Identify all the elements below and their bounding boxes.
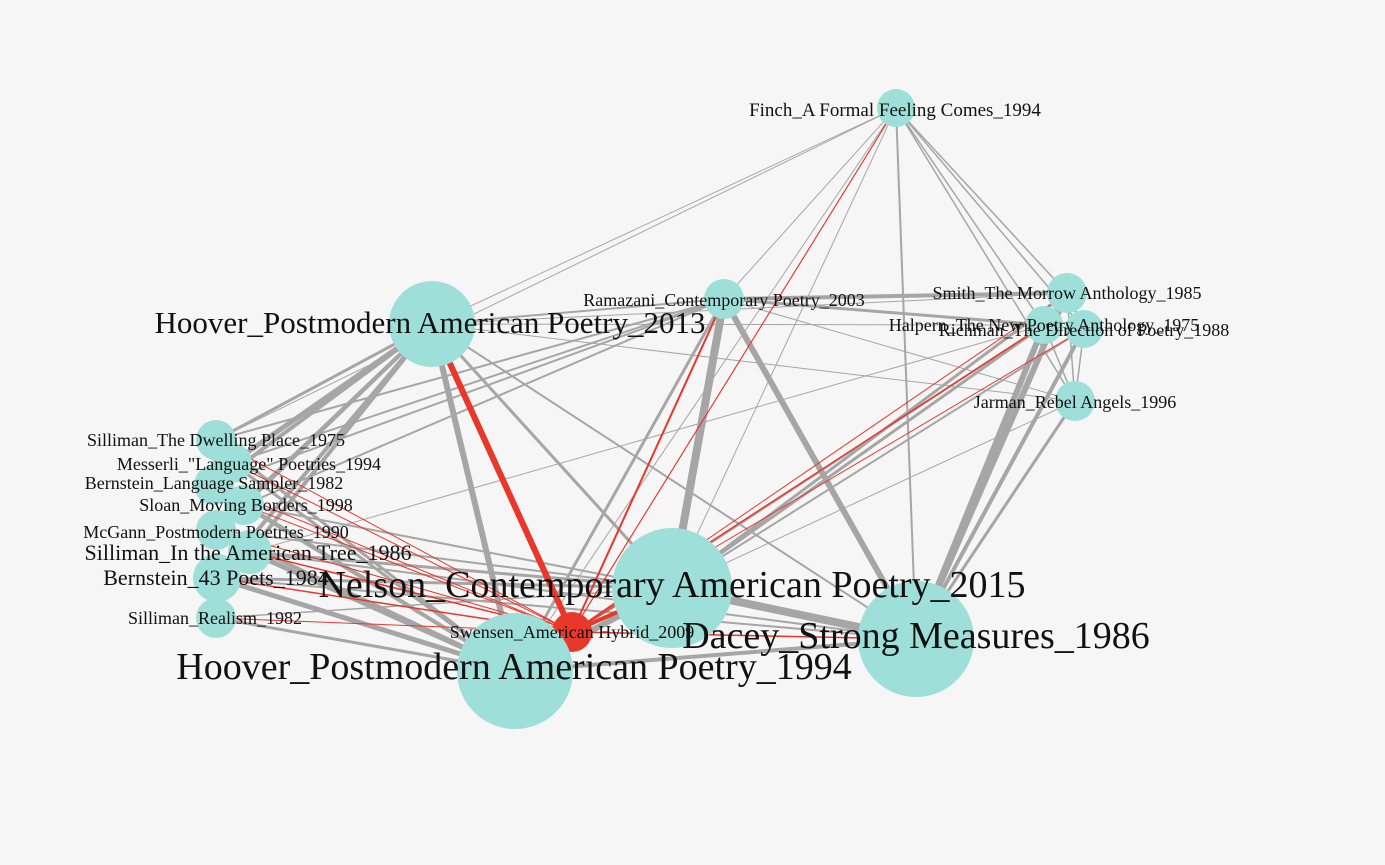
node-label-ramazani-2003: Ramazani_Contemporary Poetry_2003 [583,290,864,310]
edge-swensen-2009-messerli-1994 [231,462,573,633]
edge-halpern-1975-silliman-1986 [249,324,1045,553]
edge-swensen-2009-bernstein-1982 [213,484,573,633]
nodes-layer [193,89,1103,729]
edge-finch-1994-hoover-2013 [431,107,897,325]
node-label-nelson-2015: Nelson_Contemporary American Poetry_2015 [318,564,1025,606]
node-ramazani-2003[interactable] [704,279,744,319]
node-hoover-2013[interactable] [389,281,475,367]
node-halpern-1975[interactable] [1025,306,1063,344]
edge-smith-1985-nelson-2015 [670,291,1069,590]
node-label-smith-1985: Smith_The Morrow Anthology_1985 [933,283,1202,303]
node-finch-1994[interactable] [877,89,915,127]
edge-nelson-2015-sloan-1998 [243,504,673,589]
labels-layer: Finch_A Formal Feeling Comes_1994 Ramazan… [83,100,1229,688]
node-label-bernstein-1982: Bernstein_Language Sampler_1982 [85,473,343,493]
edge-dacey-1986-silliman-1986 [249,551,917,640]
node-label-finch-1994: Finch_A Formal Feeling Comes_1994 [749,100,1041,121]
edge-finch-1994-dacey-1986 [895,107,917,640]
node-label-messerli-1994: Messerli_"Language" Poetries_1994 [117,454,381,474]
node-sloan-1998[interactable] [224,485,264,525]
edge-finch-1994-smith-1985 [895,107,1068,294]
edge-halpern-1975-hoover-2013 [431,323,1045,326]
edge-richman-1988-nelson-2015 [671,328,1085,589]
edge-swensen-2009-hoover-2013 [429,321,575,635]
edge-dacey-1986-hoover-1994 [513,637,918,673]
edge-ramazani-2003-silliman-1975 [215,298,725,441]
edge-swensen-2009-finch-1994 [571,107,897,633]
edge-swensen-2009-ramazani-2003 [571,298,725,633]
edge-ramazani-2003-dacey-1986 [721,296,919,642]
node-label-swensen-2009: Swensen_American Hybrid_2009 [450,622,694,642]
edge-finch-1994-ramazani-2003 [723,107,897,300]
node-silliman-realism[interactable] [196,598,236,638]
node-smith-1985[interactable] [1047,273,1087,313]
node-label-mcgann-1990: McGann_Postmodern Poetries_1990 [83,522,348,542]
edge-hoover-2013-smith-1985 [431,292,1068,325]
node-label-sloan-1998: Sloan_Moving Borders_1998 [139,495,353,515]
node-label-jarman-1996: Jarman_Rebel Angels_1996 [974,392,1176,412]
edge-finch-1994-nelson-2015 [671,107,897,589]
node-nelson-2015[interactable] [612,528,732,648]
edge-richman-1988-dacey-1986 [914,327,1086,641]
node-bernstein-1982[interactable] [194,465,234,505]
node-silliman-1986[interactable] [228,530,272,574]
node-mcgann-1990[interactable] [196,510,236,550]
node-jarman-1996[interactable] [1055,381,1095,421]
node-label-dacey-1986: Dacey_Strong Measures_1986 [682,615,1150,657]
node-label-silliman-1986: Silliman_In the American Tree_1986 [85,540,412,565]
node-label-richman-1988: Richman_The Direction of Poetry_1988 [939,320,1229,340]
node-bernstein-43[interactable] [193,554,241,602]
node-richman-1988[interactable] [1065,310,1103,348]
edge-hoover-2013-ramazani-2003 [431,298,725,325]
edge-hoover-2013-hoover-1994 [429,321,518,674]
node-label-bernstein-43: Bernstein_43 Poets_1984 [103,565,329,590]
node-label-hoover-2013: Hoover_Postmodern American Poetry_2013 [154,305,705,340]
node-label-silliman-realism: Silliman_Realism_1982 [128,608,302,628]
edge-finch-1994-halpern-1975 [895,107,1045,326]
edge-hoover-1994-messerli-1994 [230,461,517,673]
node-label-halpern-1975: Halpern_The New Poetry Anthology_1975 [889,315,1199,335]
node-label-hoover-1994: Hoover_Postmodern American Poetry_1994 [176,646,851,688]
edge-ramazani-2003-hoover-1994 [513,297,726,673]
edge-jarman-1996-nelson-2015 [671,400,1076,589]
node-dacey-1986[interactable] [858,581,974,697]
edge-halpern-1975-nelson-2015 [670,323,1046,590]
edge-swensen-2009-silliman-1975 [215,439,573,633]
edge-ramazani-2003-jarman-1996 [723,298,1076,402]
node-label-silliman-1975: Silliman_The Dwelling Place_1975 [87,430,345,450]
edge-ramazani-2003-smith-1985 [722,291,1069,301]
edge-finch-1994-silliman-1975 [215,107,897,441]
edge-ramazani-2003-bernstein-1982 [213,298,725,486]
edge-ramazani-2003-sloan-1998 [243,298,725,506]
edge-swensen-2009-sloan-1998 [243,504,573,633]
edge-jarman-1996-hoover-2013 [431,323,1076,402]
edge-nelson-2015-silliman-1986 [248,550,674,590]
node-hoover-1994[interactable] [457,613,573,729]
edge-ramazani-2003-messerli-1994 [231,298,725,464]
edge-hoover-1994-silliman-1975 [214,438,517,673]
